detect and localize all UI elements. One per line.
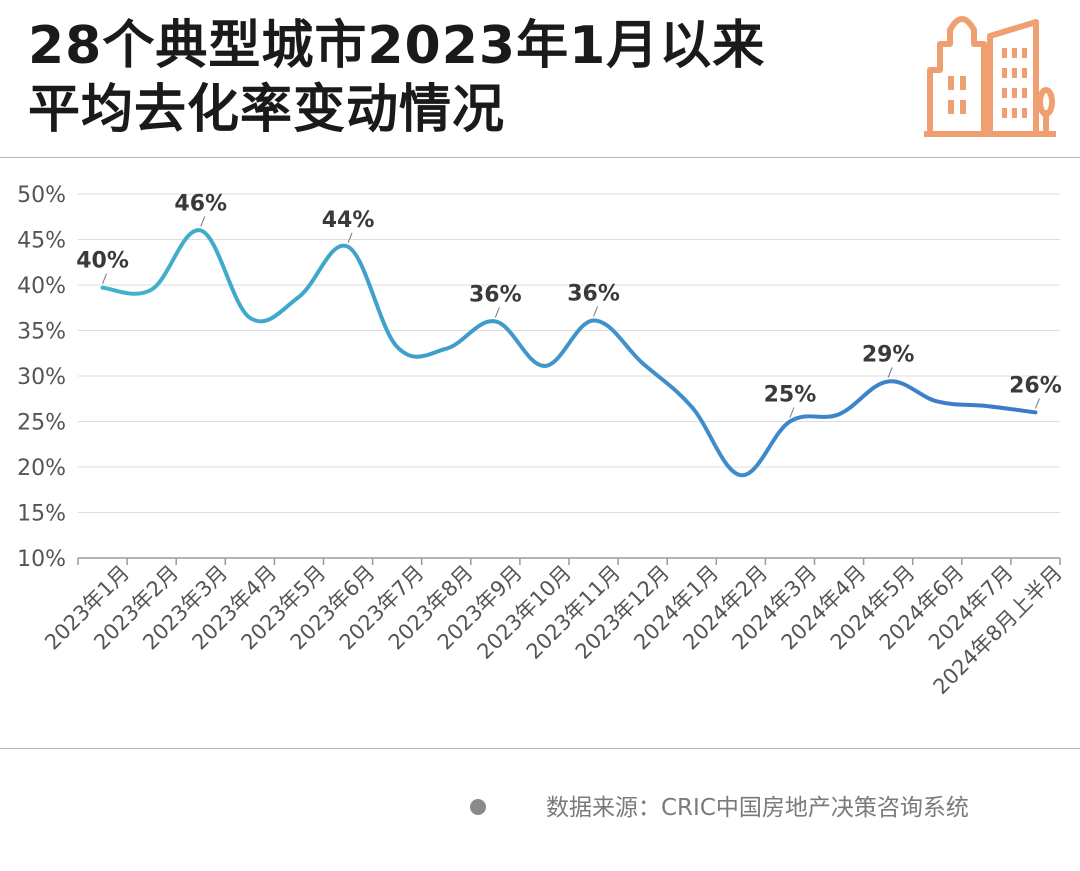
data-label: 40%: [76, 249, 129, 274]
data-label-leader: [789, 407, 795, 418]
y-tick-label: 25%: [17, 411, 66, 436]
line-chart: 10% 15% 20% 25% 30% 35% 40% 45% 50% 2023年1月2023年…: [17, 183, 1067, 699]
y-tick-label: 40%: [17, 274, 66, 299]
city-buildings-icon: [924, 16, 1056, 137]
y-tick-label: 45%: [17, 229, 66, 254]
title-line-1: 28个典型城市2023年1月以来: [28, 16, 766, 76]
title-line-2: 平均去化率变动情况: [28, 80, 506, 140]
source-note: 数据来源：CRIC中国房地产决策咨询系统: [470, 788, 969, 822]
data-label-leader: [494, 307, 500, 318]
chart-title: 28个典型城市2023年1月以来 平均去化率变动情况: [28, 14, 765, 142]
data-label-leader: [200, 216, 206, 227]
data-label: 29%: [862, 342, 915, 367]
header-divider: [0, 157, 1080, 158]
y-tick-label: 30%: [17, 365, 66, 390]
data-label-leader: [1034, 398, 1040, 409]
source-text: 数据来源：CRIC中国房地产决策咨询系统: [546, 795, 969, 821]
footer-divider: [0, 748, 1080, 749]
y-axis-tick-labels: 10% 15% 20% 25% 30% 35% 40% 45% 50%: [17, 183, 66, 572]
data-label-leader: [102, 273, 108, 284]
data-label-leader: [887, 367, 893, 378]
data-label: 25%: [764, 383, 817, 408]
data-labels: 40% 46% 44% 36% 36% 25% 29% 26%: [76, 191, 1062, 418]
y-tick-label: 20%: [17, 456, 66, 481]
data-label-leader: [347, 232, 353, 243]
data-label: 36%: [567, 281, 620, 306]
data-label: 36%: [469, 282, 522, 307]
data-label-leader: [593, 306, 599, 317]
data-label: 44%: [322, 208, 375, 233]
data-label: 46%: [174, 191, 227, 216]
data-label: 26%: [1009, 373, 1062, 398]
y-tick-label: 10%: [17, 547, 66, 572]
x-axis-tick-labels: 2023年1月2023年2月2023年3月2023年4月2023年5月2023年…: [40, 558, 1067, 699]
bullet-dot-icon: [470, 798, 486, 815]
series-line: [100, 228, 1038, 478]
grid-lines: [78, 193, 1060, 559]
y-tick-label: 50%: [17, 183, 66, 208]
y-tick-label: 15%: [17, 502, 66, 527]
y-tick-label: 35%: [17, 320, 66, 345]
